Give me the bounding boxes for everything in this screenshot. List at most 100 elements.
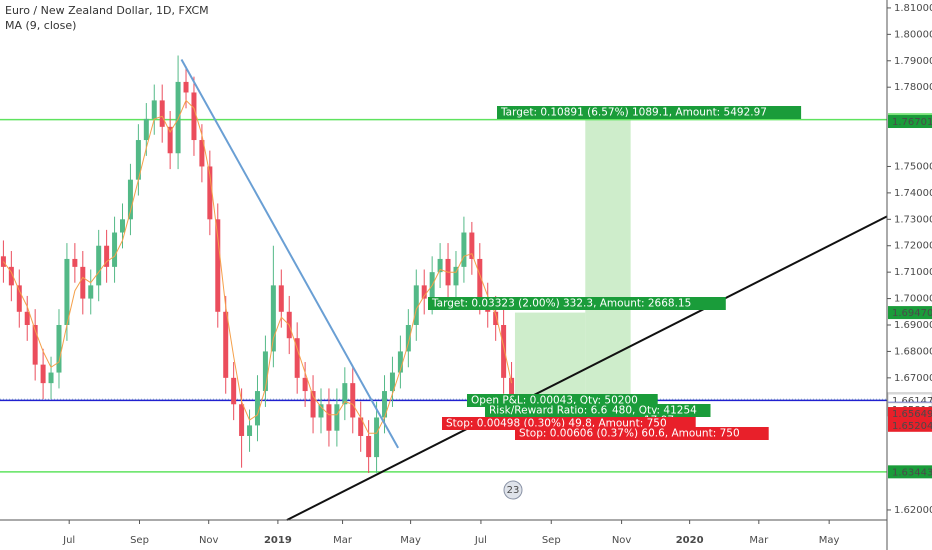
price-label: 1.65204 (892, 421, 932, 432)
x-tick-label: Mar (749, 535, 769, 546)
candle-body (223, 311, 229, 378)
candle-body (24, 311, 30, 325)
candle-body (461, 232, 467, 267)
annotation-box (428, 297, 726, 310)
y-tick-label: 1.80000 (894, 29, 932, 40)
annotation-box (485, 404, 638, 417)
price-label: 1.63443 (892, 467, 932, 478)
candle-body (143, 118, 149, 141)
annotation-box (608, 404, 711, 417)
candle-body (254, 391, 260, 426)
candle-body (112, 232, 118, 267)
candle-body (413, 285, 419, 325)
candle-body (405, 325, 411, 352)
x-tick-label: 2019 (264, 535, 292, 546)
y-tick-label: 1.74000 (894, 188, 932, 199)
candle-body (397, 351, 403, 373)
symbol-title: Euro / New Zealand Dollar, 1D, FXCM (5, 4, 209, 17)
annotation-text: Stop: 0.00606 (0.37%) 60.6, Amount: 750 (519, 428, 740, 440)
candle-body (104, 245, 110, 267)
candle-body (120, 219, 126, 233)
candle-body (40, 364, 46, 384)
x-tick-label: Jul (62, 535, 75, 546)
x-tick-label: Sep (130, 535, 149, 546)
candle-body (135, 140, 141, 180)
candle-body (262, 351, 268, 392)
y-tick-label: 1.67000 (894, 373, 932, 384)
price-label: 1.65649 (892, 409, 932, 420)
candle-body (239, 404, 245, 436)
candle-body (80, 266, 86, 299)
price-label: 1.76701 (892, 117, 932, 128)
candle-body (247, 425, 253, 436)
y-tick-label: 1.73000 (894, 214, 932, 225)
y-tick-label: 1.68000 (894, 346, 932, 357)
annotation-box (497, 106, 802, 119)
ma-line (2, 99, 513, 434)
annotation-box (515, 427, 769, 440)
candle-body (342, 383, 348, 405)
candle-body (127, 179, 133, 220)
annotation-text: Target: 0.03323 (2.00%) 332.3, Amount: 2… (431, 298, 691, 310)
position-target-zone (514, 312, 586, 400)
candle-body (88, 285, 94, 299)
x-tick-label: May (400, 535, 421, 546)
x-tick-label: Mar (333, 535, 353, 546)
price-label: 1.69470 (892, 308, 932, 319)
y-tick-label: 1.71000 (894, 267, 932, 278)
indicator-label: MA (9, close) (5, 19, 76, 32)
candle-body (437, 258, 443, 273)
trendline (286, 215, 888, 521)
position-target-zone (585, 119, 631, 400)
candle-body (302, 377, 308, 392)
candle-body (493, 311, 499, 325)
x-tick-label: Nov (612, 535, 632, 546)
candle-body (56, 325, 62, 373)
candle-body (294, 338, 300, 378)
y-tick-label: 1.79000 (894, 56, 932, 67)
candle-body (310, 391, 316, 418)
annotation-box (467, 394, 658, 407)
candle-body (183, 81, 189, 93)
candle-body (334, 404, 340, 431)
candle-body (8, 266, 14, 286)
candle-body (358, 417, 364, 436)
candle-body (191, 92, 197, 141)
candle-body (159, 100, 165, 127)
candle-body (72, 258, 78, 267)
candle-body (421, 285, 427, 299)
x-tick-label: Jul (474, 535, 487, 546)
price-label-box (888, 418, 932, 432)
y-tick-label: 1.69000 (894, 320, 932, 331)
candle-body (501, 325, 507, 378)
candle-body (16, 285, 22, 312)
candle-body (96, 245, 102, 286)
annotation-text: 480, Qty: 41254 (612, 405, 697, 417)
annotation-text: Open P&L: 0.00043, Qty: 50200 (471, 395, 638, 407)
y-tick-label: 1.81000 (894, 3, 932, 14)
annotation-text: Target: 0.10891 (6.57%) 1089.1, Amount: … (500, 107, 767, 119)
candle-body (0, 256, 6, 267)
x-tick-label: May (819, 535, 840, 546)
candle-body (326, 404, 332, 431)
y-tick-label: 1.62000 (894, 505, 932, 516)
candle-body (318, 404, 324, 418)
x-tick-label: Sep (542, 535, 561, 546)
candle-body (199, 140, 205, 167)
annotation-box (442, 417, 696, 430)
candle-body (151, 100, 157, 119)
price-label: 1.66147 (892, 396, 932, 407)
candle-body (382, 391, 388, 418)
candle-body (231, 377, 237, 405)
event-marker (503, 480, 523, 500)
price-label-box (888, 407, 932, 421)
candle-body (366, 435, 372, 458)
candle-body (207, 166, 213, 220)
candle-body (477, 258, 483, 299)
y-tick-label: 1.78000 (894, 82, 932, 93)
y-tick-label: 1.75000 (894, 161, 932, 172)
candle-body (453, 266, 459, 286)
candle-body (64, 258, 70, 325)
y-tick-label: 1.70000 (894, 294, 932, 305)
